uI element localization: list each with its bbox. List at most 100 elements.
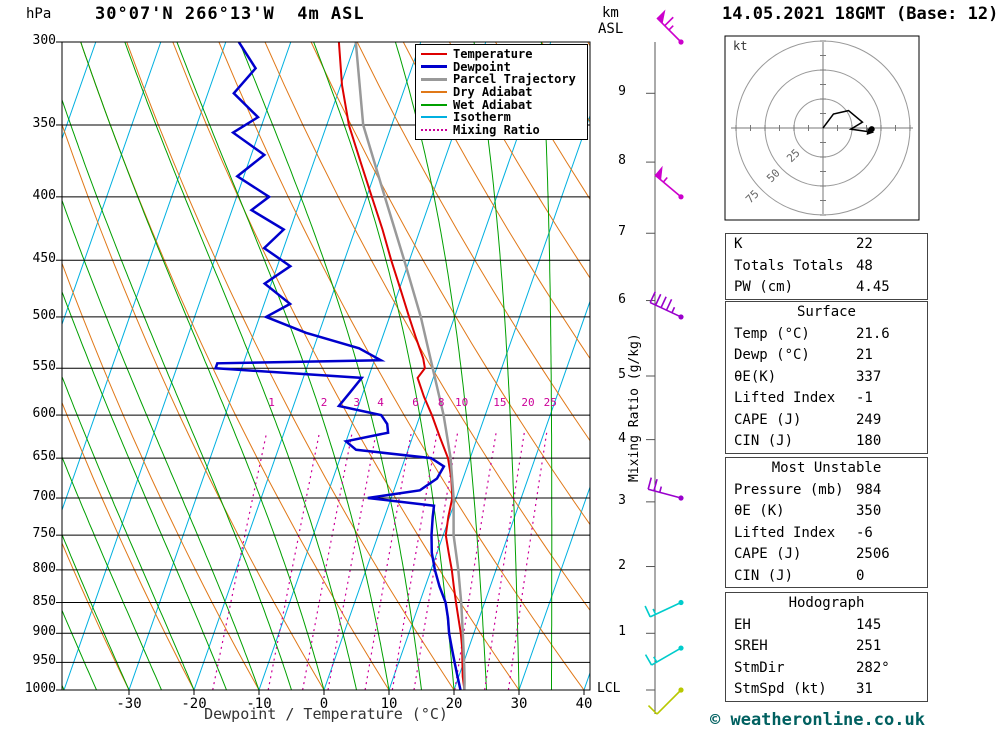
panel-row-value: 145 xyxy=(856,616,882,633)
legend-label: Mixing Ratio xyxy=(453,122,540,137)
legend-label: Temperature xyxy=(453,47,533,62)
hodograph-unit-label: kt xyxy=(733,39,748,53)
panel-row-label: Lifted Index xyxy=(734,524,836,541)
panel-row-label: SREH xyxy=(734,638,768,654)
panel-row-label: K xyxy=(734,236,743,252)
pressure-tick-label: 850 xyxy=(32,593,56,609)
panel-row-value: 21.6 xyxy=(856,325,890,342)
panel-row-label: Lifted Index xyxy=(734,390,836,406)
legend-label: Wet Adiabat xyxy=(453,97,533,112)
lcl-label: LCL xyxy=(597,681,621,696)
panel-row-value: 0 xyxy=(856,567,865,584)
panel-row-value: -1 xyxy=(856,390,873,406)
pressure-tick-label: 700 xyxy=(32,489,56,505)
temp-tick-label: 10 xyxy=(380,696,398,712)
mixing-ratio-value-label: 10 xyxy=(455,396,469,409)
legend-label: Parcel Trajectory xyxy=(453,72,576,87)
panel-row: Totals Totals 48 xyxy=(726,256,927,278)
km-axis xyxy=(646,42,656,714)
panel-row-value: 4.45 xyxy=(856,279,890,295)
legend-line-sample xyxy=(421,128,447,131)
panel-row: PW (cm) 4.45 xyxy=(726,277,927,299)
legend-item: Temperature xyxy=(421,47,587,62)
panel-row: EH 145 xyxy=(726,615,927,637)
legend-label: Dewpoint xyxy=(453,59,511,74)
legend-item: Isotherm xyxy=(421,110,587,125)
km-tick-label: 2 xyxy=(618,557,626,573)
pressure-tick-label: 900 xyxy=(32,624,56,640)
panel-row-value: 249 xyxy=(856,411,882,428)
wind-barb xyxy=(647,687,684,715)
storm-motion-dot xyxy=(868,126,875,133)
pressure-tick-label: 300 xyxy=(32,33,56,48)
panel-stability-indices: K 22 Totals Totals 48 PW (cm) 4.45 xyxy=(725,233,928,300)
temp-tick-label: 30 xyxy=(510,696,528,712)
temp-tick-label: -10 xyxy=(246,696,272,712)
legend-item: Dry Adiabat xyxy=(421,85,587,99)
panel-title: Most Unstable xyxy=(771,460,882,476)
panel-row-label: StmSpd (kt) xyxy=(734,681,827,697)
km-tick-label: 5 xyxy=(618,367,626,382)
mixing-ratio-value-label: 1 xyxy=(268,396,275,409)
panel-row: SREH 251 xyxy=(726,636,927,658)
mixing-ratio-value-label: 8 xyxy=(437,396,445,409)
wind-barb xyxy=(656,9,684,45)
legend-label: Isotherm xyxy=(453,110,511,125)
hodograph-trace xyxy=(822,109,868,133)
panel-row-value: 48 xyxy=(856,257,873,274)
temp-ticks xyxy=(128,690,585,695)
mixing-ratio-value-label: 25 xyxy=(543,396,557,409)
pressure-tick-label: 600 xyxy=(32,406,56,422)
panel-row: CAPE (J) 2506 xyxy=(726,544,927,566)
panel-row: Lifted Index -1 xyxy=(726,388,927,410)
panel-row-label: θE(K) xyxy=(734,368,777,385)
panel-row-value: 31 xyxy=(856,681,873,697)
temperature-curve xyxy=(337,42,466,690)
km-tick-label: 6 xyxy=(618,291,626,307)
legend-item: Mixing Ratio xyxy=(421,122,587,137)
pressure-tick-label: 400 xyxy=(32,187,56,203)
panel-row: θE (K) 350 xyxy=(726,501,927,523)
km-unit-label: km xyxy=(602,5,619,21)
pressure-tick-label: 350 xyxy=(32,115,56,131)
parcel-trajectory-curve xyxy=(354,42,466,690)
wind-barb xyxy=(644,599,684,618)
panel-row-value: 22 xyxy=(856,236,873,252)
legend-item: Wet Adiabat xyxy=(421,97,587,112)
panel-hodograph: Hodograph EH 145 SREH 251 StmDir 282° StmSpd (k… xyxy=(725,592,928,702)
pressure-tick-label: 650 xyxy=(32,449,56,465)
panel-row-label: CIN (J) xyxy=(734,567,794,584)
panel-row-value: 350 xyxy=(856,503,882,519)
legend-item: Dewpoint xyxy=(421,59,587,74)
hodograph xyxy=(724,35,920,221)
pressure-unit-label: hPa xyxy=(26,6,52,22)
wet-adiabats xyxy=(62,42,553,690)
km-tick-label: 4 xyxy=(618,430,626,446)
station-title: 30°07'N 266°13'W 4m ASL xyxy=(95,4,365,24)
pressure-tick-label: 450 xyxy=(32,251,56,267)
legend-line-sample xyxy=(421,91,447,94)
pressure-tick-label: 550 xyxy=(32,359,56,375)
panel-row-value: 337 xyxy=(856,368,882,385)
panel-row-value: 2506 xyxy=(856,546,890,562)
legend-line-sample xyxy=(421,65,447,69)
wind-barb xyxy=(654,165,684,200)
mixing-ratio-value-label: 2 xyxy=(320,396,328,409)
panel-title: Surface xyxy=(796,304,856,320)
panel-surface: Surface Temp (°C) 21.6 Dewp (°C) 21 θE(K) 337 L… xyxy=(725,301,928,454)
sounding-profiles xyxy=(213,42,466,690)
temp-tick-label: -20 xyxy=(181,696,207,712)
panel-row-label: θE (K) xyxy=(734,503,785,519)
panel-row-label: CAPE (J) xyxy=(734,411,802,428)
temp-axis-label: Dewpoint / Temperature (°C) xyxy=(204,705,448,723)
panel-row: StmSpd (kt) 31 xyxy=(726,679,927,701)
wind-barb xyxy=(647,477,684,501)
temp-tick-label: 0 xyxy=(319,696,329,712)
panel-row-label: Dewp (°C) xyxy=(734,347,810,363)
panel-row-value: -6 xyxy=(856,524,873,541)
pressure-tick-label: 950 xyxy=(32,653,56,669)
copyright: © weatheronline.co.uk xyxy=(710,710,925,730)
pressure-tick-label: 800 xyxy=(32,560,56,576)
